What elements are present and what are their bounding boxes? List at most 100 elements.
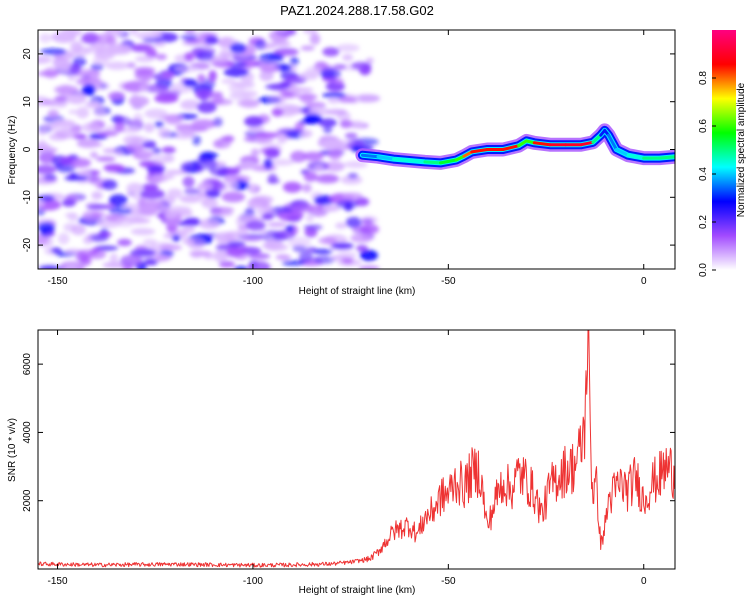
noise-blob — [139, 188, 165, 200]
noise-blob — [196, 101, 217, 114]
x-tick-label: 0 — [641, 276, 647, 287]
noise-blob — [233, 81, 255, 89]
noise-blob — [38, 200, 45, 207]
noise-blob — [258, 52, 284, 64]
colorbar-tick-label: 0.6 — [698, 119, 709, 133]
noise-blob — [279, 81, 292, 88]
noise-blob — [143, 238, 157, 246]
colorbar-tick-label: 0.4 — [698, 167, 709, 181]
snr-frame — [37, 329, 676, 570]
noise-blob — [73, 45, 88, 58]
noise-blob — [180, 33, 197, 41]
noise-blob — [38, 222, 56, 233]
noise-blob — [318, 118, 337, 128]
noise-blob — [82, 236, 94, 245]
spectrogram-x-axis-label: Height of straight line (km) — [299, 286, 416, 297]
noise-blob — [129, 30, 139, 37]
noise-blob — [277, 229, 295, 240]
noise-blob — [213, 117, 223, 127]
y-tick-label: -10 — [22, 190, 33, 205]
noise-blob — [305, 101, 326, 109]
noise-blob — [294, 121, 305, 132]
noise-blob — [123, 135, 143, 146]
noise-blob — [79, 141, 104, 148]
colorbar-bar — [712, 30, 736, 270]
noise-blob — [226, 247, 245, 257]
noise-blob — [81, 84, 96, 96]
noise-blob — [143, 122, 155, 133]
noise-blob — [195, 51, 214, 61]
noise-blob — [200, 151, 219, 160]
snr-y-ticks: 2000 4000 6000 — [22, 353, 675, 512]
noise-blob — [189, 250, 212, 257]
ridge-segment — [360, 153, 380, 159]
y-tick-label: 4000 — [22, 421, 33, 444]
y-tick-label: 20 — [22, 48, 33, 60]
noise-blob — [38, 151, 57, 164]
snr-series-line — [38, 330, 675, 568]
colorbar-tick-label: 0.0 — [698, 263, 709, 277]
ridge-segment — [591, 133, 603, 144]
noise-blob — [335, 43, 360, 52]
noise-blob — [322, 204, 341, 212]
noise-blob — [361, 218, 374, 225]
noise-blob — [171, 234, 181, 242]
noise-blob — [303, 30, 318, 35]
noise-blob — [264, 148, 281, 159]
noise-blob — [109, 253, 119, 265]
noise-blob — [68, 212, 79, 222]
noise-blob — [47, 109, 59, 118]
noise-blob — [142, 37, 164, 44]
noise-blob — [82, 122, 102, 133]
noise-blob — [88, 234, 109, 242]
x-tick-label: -50 — [441, 276, 456, 287]
noise-blob — [245, 220, 266, 231]
noise-blob — [335, 78, 344, 86]
y-tick-label: -20 — [22, 237, 33, 252]
noise-blob — [290, 150, 307, 163]
noise-blob — [117, 238, 132, 247]
noise-blob — [340, 175, 363, 185]
noise-blob — [130, 43, 156, 53]
x-tick-label: -50 — [441, 576, 456, 587]
noise-blob — [287, 87, 314, 93]
ridge-segment — [407, 159, 427, 164]
noise-blob — [315, 174, 340, 184]
colorbar-tick-label: 0.2 — [698, 215, 709, 229]
noise-blob — [268, 95, 287, 104]
noise-blob — [94, 245, 119, 251]
ridge-segment — [517, 139, 528, 148]
noise-blob — [247, 197, 269, 209]
noise-blob — [109, 194, 128, 207]
noise-blob — [208, 70, 217, 82]
noise-blob — [336, 96, 357, 103]
noise-blob — [101, 179, 118, 190]
noise-blob — [90, 80, 107, 89]
noise-blob — [314, 195, 335, 206]
noise-blob — [54, 128, 80, 139]
noise-blob — [179, 128, 195, 136]
noise-blob — [57, 232, 70, 245]
noise-blob — [266, 178, 281, 184]
ridge-segment — [439, 158, 458, 165]
noise-blob — [236, 99, 260, 108]
noise-blob — [183, 78, 198, 88]
spectrogram-y-axis-label: Frequency (Hz) — [7, 116, 18, 185]
noise-blob — [221, 191, 246, 203]
noise-blob — [271, 107, 284, 117]
y-tick-label: 10 — [22, 96, 33, 108]
noise-blob — [256, 209, 277, 215]
ridge-segment — [626, 153, 646, 160]
noise-blob — [57, 84, 74, 97]
noise-blob — [192, 135, 201, 146]
noise-blob — [128, 95, 150, 107]
noise-blob — [221, 78, 236, 84]
noise-blob — [233, 265, 249, 269]
noise-blob — [144, 108, 168, 119]
noise-blob — [114, 149, 124, 157]
ridge-segment — [579, 140, 595, 147]
noise-blob — [275, 254, 291, 260]
noise-blob — [38, 175, 58, 185]
noise-blob — [115, 216, 135, 228]
noise-blob — [183, 164, 194, 173]
